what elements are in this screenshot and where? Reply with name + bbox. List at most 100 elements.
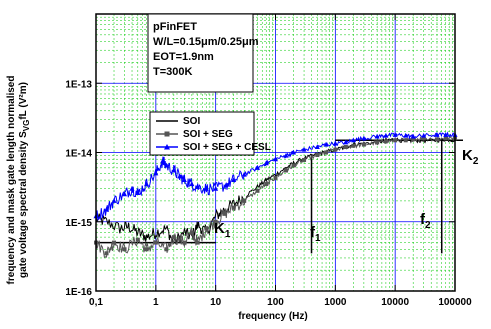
data-point xyxy=(393,138,398,143)
y-axis-label: frequency and mask gate length normalise… xyxy=(6,76,31,285)
data-point xyxy=(383,132,389,138)
data-point xyxy=(403,138,408,143)
y-tick-label: 1E-15 xyxy=(65,218,92,229)
data-point xyxy=(189,181,195,187)
data-point xyxy=(144,181,150,187)
data-point xyxy=(361,135,367,141)
legend-marker-soi-seg xyxy=(164,131,170,137)
data-point xyxy=(104,251,109,256)
data-point xyxy=(204,226,209,231)
y-axis-label-line1: frequency and mask gate length normalise… xyxy=(6,76,17,285)
annotation-f2-sub: 2 xyxy=(425,220,431,231)
data-point xyxy=(129,185,135,191)
data-point xyxy=(284,168,289,173)
data-point xyxy=(254,165,260,170)
y-tick-label: 1E-16 xyxy=(65,287,92,298)
x-tick-label: 100 xyxy=(267,297,284,308)
data-point xyxy=(283,152,289,158)
data-point xyxy=(301,146,307,152)
data-point xyxy=(171,235,176,240)
data-point xyxy=(231,205,236,210)
legend-label-soi: SOI xyxy=(183,116,200,127)
info-line-eot: EOT=1.9nm xyxy=(153,51,214,63)
data-point xyxy=(273,175,278,180)
data-point xyxy=(231,177,237,183)
y-tick-labels: 1E-16 1E-15 1E-14 1E-13 xyxy=(65,79,92,298)
annotation-k2: K2 xyxy=(462,147,479,167)
legend: SOI SOI + SEG SOI + SEG + CESL xyxy=(149,111,271,156)
annotation-f2: f2 xyxy=(420,211,431,231)
y-axis-label-suffix: fL (V²m) xyxy=(18,82,29,120)
data-point xyxy=(135,190,141,196)
legend-marker-soi-seg-cesl xyxy=(164,144,170,150)
info-box-frame xyxy=(147,13,254,93)
data-point xyxy=(403,132,409,138)
data-point xyxy=(164,247,169,252)
data-point xyxy=(323,141,329,147)
annotation-k1: K1 xyxy=(214,220,231,240)
data-point xyxy=(374,133,380,139)
annotation-f1-sub: 1 xyxy=(315,233,321,244)
x-tick-label: 0,1 xyxy=(89,297,103,308)
data-point xyxy=(213,219,218,224)
x-axis-label: frequency (Hz) xyxy=(238,311,307,322)
data-point xyxy=(273,156,278,162)
data-point xyxy=(135,237,140,242)
data-point xyxy=(324,150,329,155)
data-point xyxy=(315,153,320,158)
data-point xyxy=(263,160,269,166)
x-tick-label: 10000 xyxy=(381,297,409,308)
data-point xyxy=(361,142,366,147)
annotation-k1-sub: 1 xyxy=(225,229,231,240)
data-point xyxy=(434,137,439,142)
data-point xyxy=(111,198,117,203)
x-tick-label: 10 xyxy=(210,297,222,308)
legend-label-soi-seg-cesl: SOI + SEG + CESL xyxy=(183,142,271,153)
data-point xyxy=(153,170,159,176)
data-point xyxy=(332,140,338,146)
data-point xyxy=(242,198,247,203)
data-point xyxy=(333,147,338,152)
y-tick-label: 1E-14 xyxy=(65,149,92,160)
data-point xyxy=(195,183,201,189)
data-point xyxy=(122,191,128,197)
data-point xyxy=(241,171,247,177)
annotation-k2-sub: 2 xyxy=(473,156,479,167)
data-point xyxy=(375,140,380,145)
data-point xyxy=(160,158,166,164)
data-point xyxy=(443,132,449,137)
x-tick-label: 1 xyxy=(153,297,159,308)
x-tick-labels: 0,1 1 10 100 1000 10000 100000 xyxy=(89,297,472,308)
data-point xyxy=(343,139,349,145)
data-point xyxy=(392,132,398,137)
x-tick-label: 1000 xyxy=(324,297,347,308)
data-point xyxy=(203,185,209,191)
y-axis-label-subscript: VG xyxy=(22,120,31,132)
data-point xyxy=(223,182,229,187)
data-point xyxy=(153,240,158,245)
annotation-k1-main: K xyxy=(214,220,225,237)
data-point xyxy=(443,136,448,141)
data-point xyxy=(122,247,127,252)
y-axis-label-line2: gate voltage spectral density SVGfL (V²m… xyxy=(18,82,31,278)
data-point xyxy=(291,149,297,155)
device-info-box: pFinFET W/L=0.15μm/0.25μm EOT=1.9nm T=30… xyxy=(147,13,259,93)
data-point xyxy=(434,132,440,137)
data-point xyxy=(343,145,348,150)
data-point xyxy=(104,206,110,212)
data-point xyxy=(163,162,169,168)
data-point xyxy=(177,173,183,179)
info-line-geometry: W/L=0.15μm/0.25μm xyxy=(153,36,259,48)
data-point xyxy=(411,137,416,142)
x-tick-label: 100000 xyxy=(438,297,472,308)
data-point xyxy=(383,139,388,144)
annotation-k2-main: K xyxy=(462,147,473,164)
annotation-f1: f1 xyxy=(310,224,321,244)
annotation-f1-main: f xyxy=(310,224,316,241)
data-point xyxy=(264,182,269,187)
data-point xyxy=(112,240,117,245)
data-point xyxy=(181,177,187,183)
data-point xyxy=(213,185,219,191)
info-line-temperature: T=300K xyxy=(153,66,192,78)
